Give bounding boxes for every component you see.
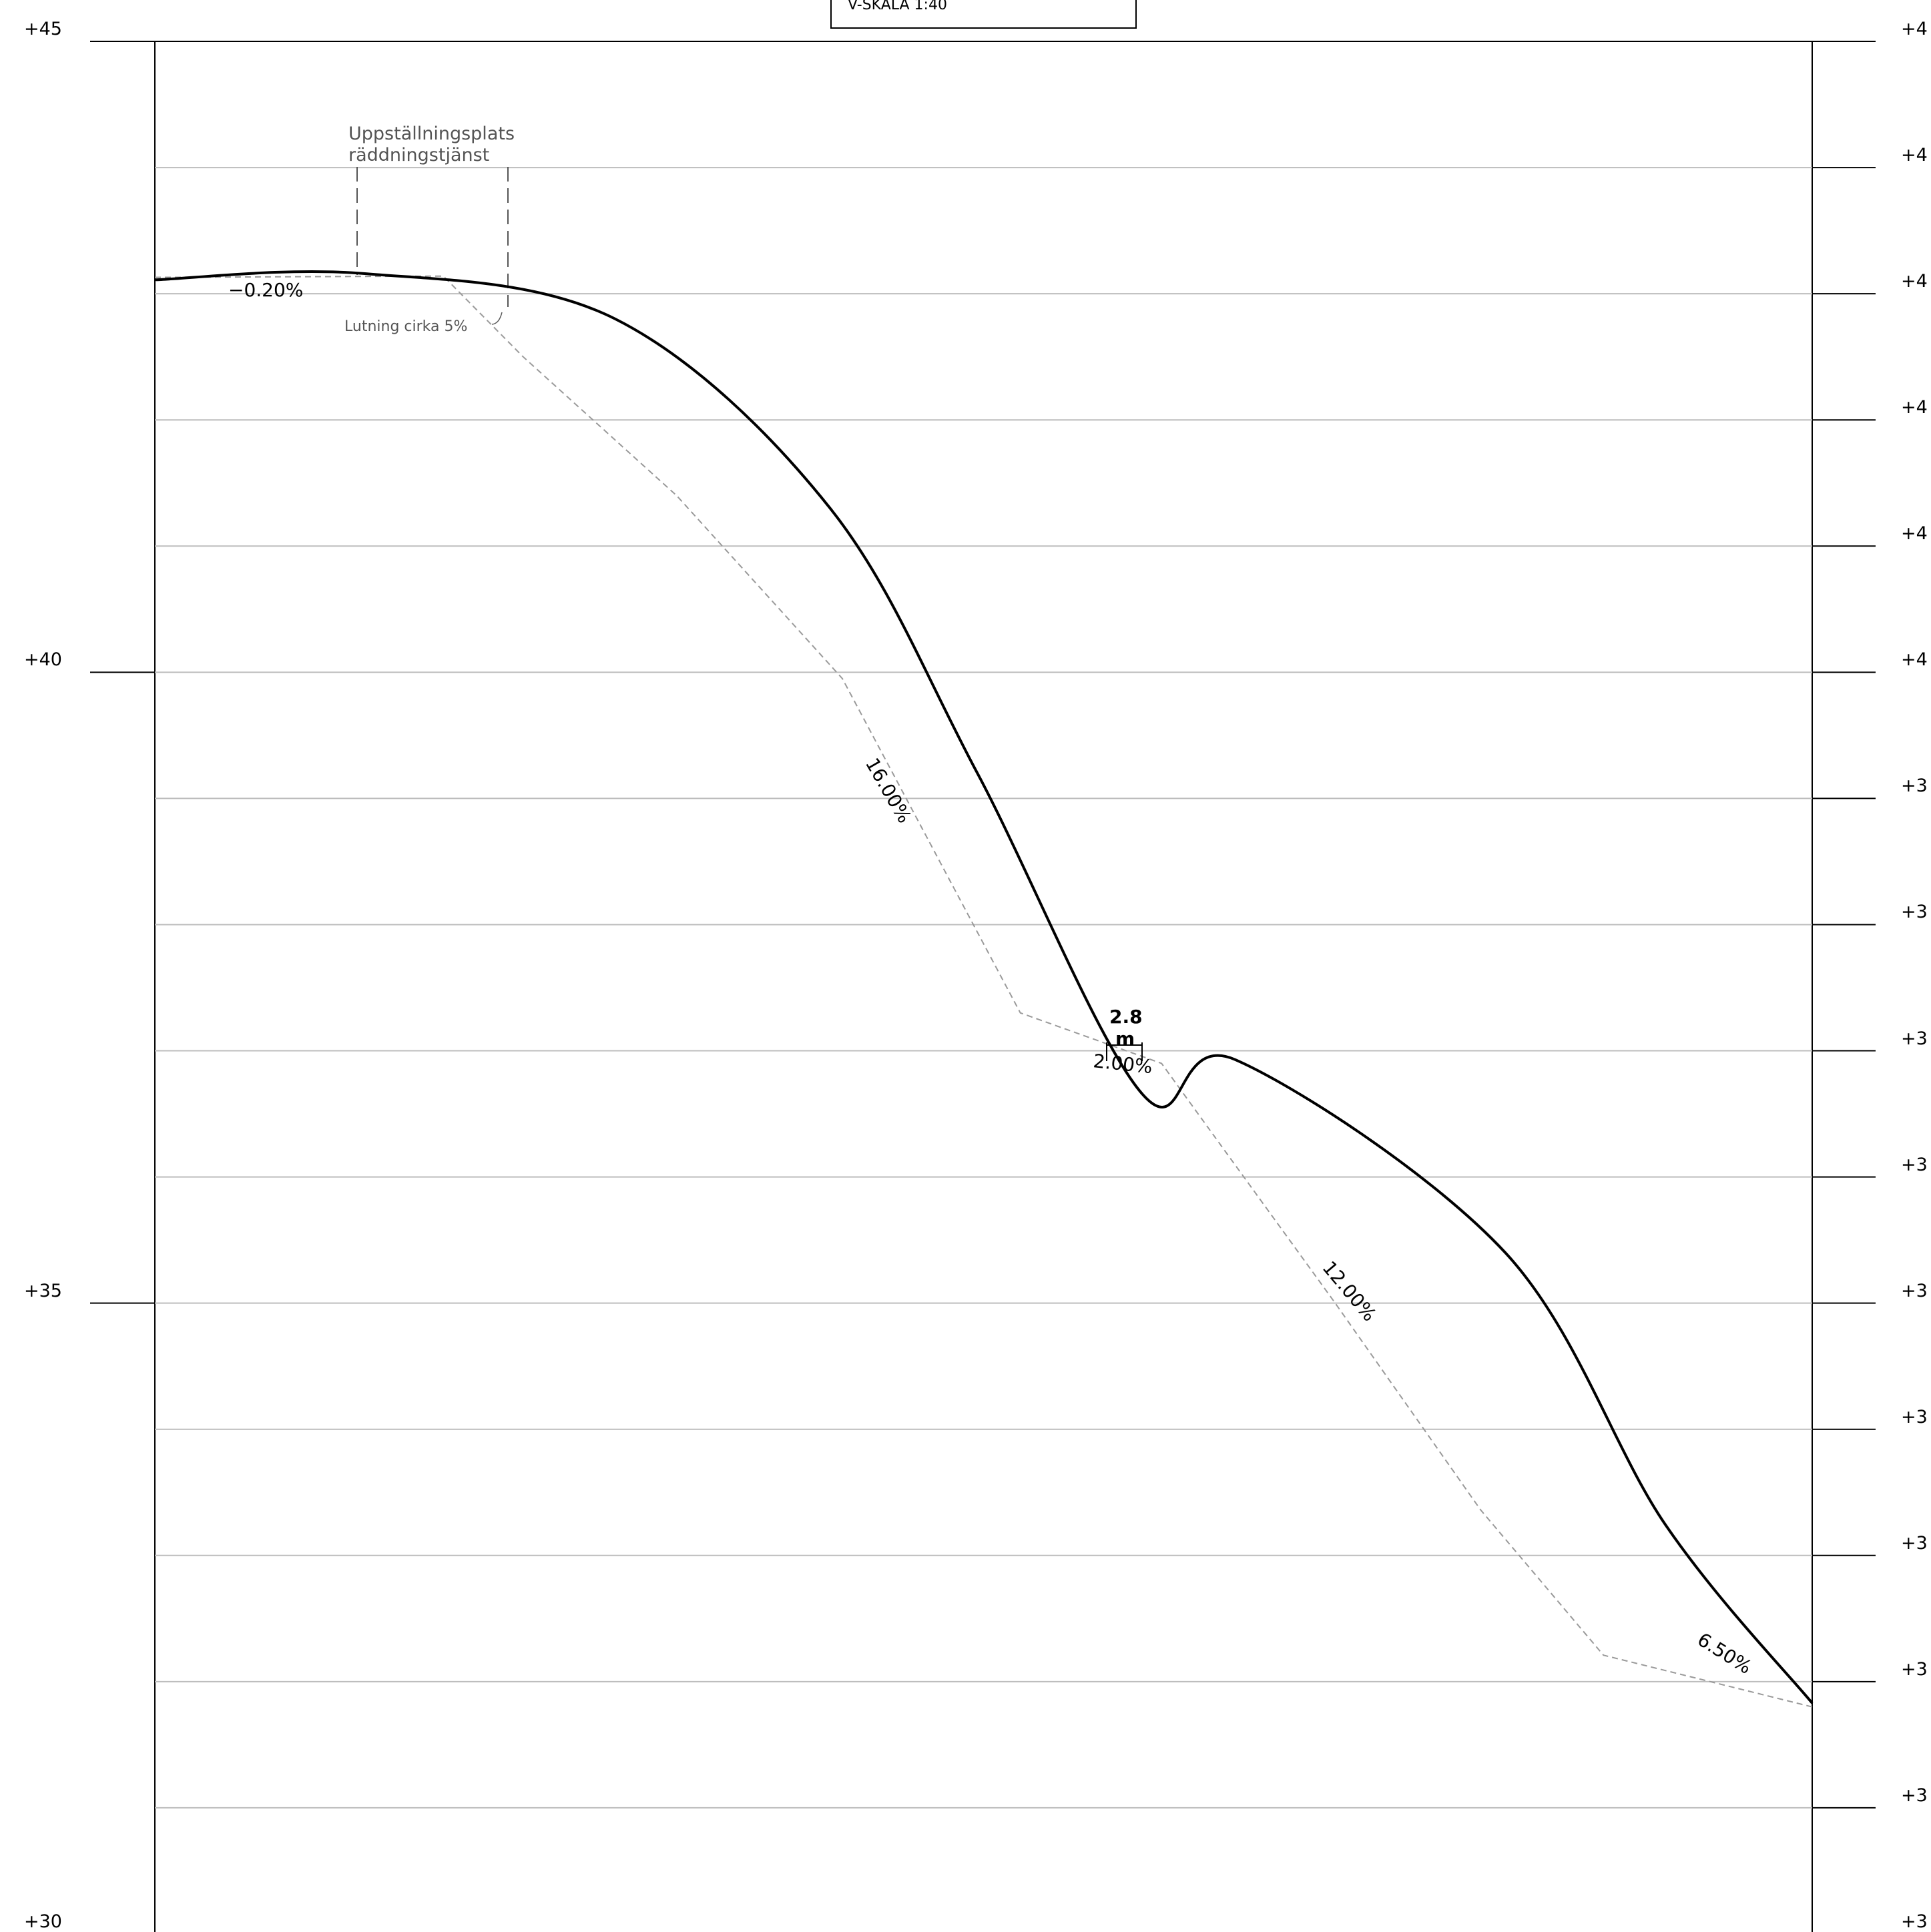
right-tick-label: +4 — [1901, 271, 1928, 292]
width-unit: m — [1115, 1028, 1135, 1050]
right-axis-ticks — [1812, 41, 1876, 1809]
left-tick-label: +35 — [24, 1281, 62, 1301]
right-tick-label: +3 — [1901, 1155, 1928, 1175]
right-tick-label: +4 — [1901, 649, 1928, 670]
slope-label: −0.20% — [228, 279, 303, 301]
frame — [90, 41, 1876, 1932]
rescue-area-annotation: Uppställningsplats räddningstjänst Lutni… — [344, 123, 515, 335]
area-label-line1: Uppställningsplats — [348, 123, 515, 144]
right-tick-label: +3 — [1901, 1659, 1928, 1680]
slope-label: 6.50% — [1693, 1628, 1755, 1678]
right-tick-label: +3 — [1901, 775, 1928, 796]
slope-note: Lutning cirka 5% — [344, 318, 467, 335]
right-axis-labels: +4 +4 +4 +4 +4 +4 +3 +3 +3 +3 +3 +3 +3 +… — [1901, 19, 1928, 1932]
slope-labels: −0.20% 16.00% 2.00% 12.00% 6.50% — [228, 279, 1755, 1678]
right-tick-label: +3 — [1901, 1533, 1928, 1554]
left-tick-label: +30 — [24, 1911, 62, 1932]
width-value: 2.8 — [1109, 1006, 1143, 1028]
slope-label: 12.00% — [1318, 1257, 1381, 1325]
left-tick-label: +45 — [24, 19, 62, 39]
left-tick-label: +40 — [24, 649, 62, 670]
left-axis-ticks — [90, 41, 155, 1304]
right-tick-label: +3 — [1901, 902, 1928, 922]
area-label-line2: räddningstjänst — [348, 145, 489, 166]
right-tick-label: +3 — [1901, 1028, 1928, 1049]
scale-text: V-SKALA 1:40 — [848, 0, 947, 13]
right-tick-label: +3 — [1901, 1911, 1928, 1932]
right-tick-label: +4 — [1901, 145, 1928, 166]
right-tick-label: +4 — [1901, 523, 1928, 544]
existing-ground-line — [154, 275, 1813, 1708]
right-tick-label: +3 — [1901, 1281, 1928, 1301]
left-axis-labels: +45 +40 +35 +30 — [24, 19, 62, 1932]
width-dimension: 2.8 m — [1106, 1006, 1143, 1061]
right-tick-label: +3 — [1901, 1407, 1928, 1427]
elevation-grid — [155, 167, 1812, 1809]
title-block: V-SKALA 1:40 — [830, 0, 1137, 29]
right-tick-label: +3 — [1901, 1785, 1928, 1806]
design-profile-line — [154, 270, 1814, 1704]
slope-label: 2.00% — [1092, 1050, 1153, 1078]
right-tick-label: +4 — [1901, 19, 1928, 39]
right-tick-label: +4 — [1901, 397, 1928, 418]
